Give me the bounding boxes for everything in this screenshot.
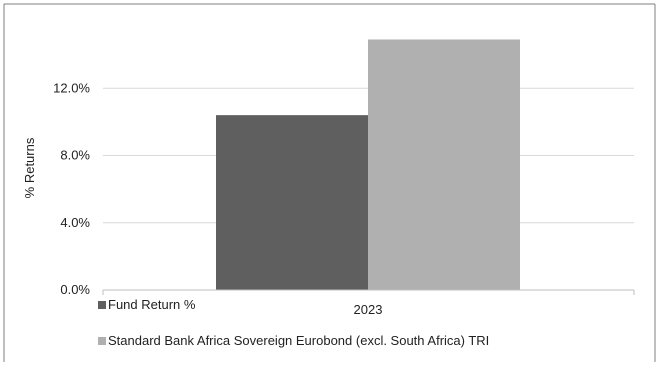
bar-benchmark <box>368 39 520 291</box>
legend-label-fund: Fund Return % <box>108 297 196 312</box>
legend: Fund Return % Standard Bank Africa Sover… <box>98 297 489 348</box>
y-tick-label: 8.0% <box>60 148 90 163</box>
bar-layer <box>216 39 520 291</box>
legend-label-benchmark: Standard Bank Africa Sovereign Eurobond … <box>108 333 489 348</box>
legend-swatch-fund <box>98 301 106 309</box>
y-axis-title: % Returns <box>22 137 37 198</box>
x-tick-label: 2023 <box>354 302 383 317</box>
axis-layer: 0.0% 4.0% 8.0% 12.0% <box>53 80 635 297</box>
legend-item-fund: Fund Return % <box>98 297 196 312</box>
y-tick-label: 0.0% <box>60 282 90 297</box>
bar-fund <box>216 115 368 291</box>
y-tick-label: 12.0% <box>53 80 90 95</box>
y-tick-label: 4.0% <box>60 215 90 230</box>
legend-item-benchmark: Standard Bank Africa Sovereign Eurobond … <box>98 333 489 348</box>
legend-swatch-benchmark <box>98 337 106 345</box>
